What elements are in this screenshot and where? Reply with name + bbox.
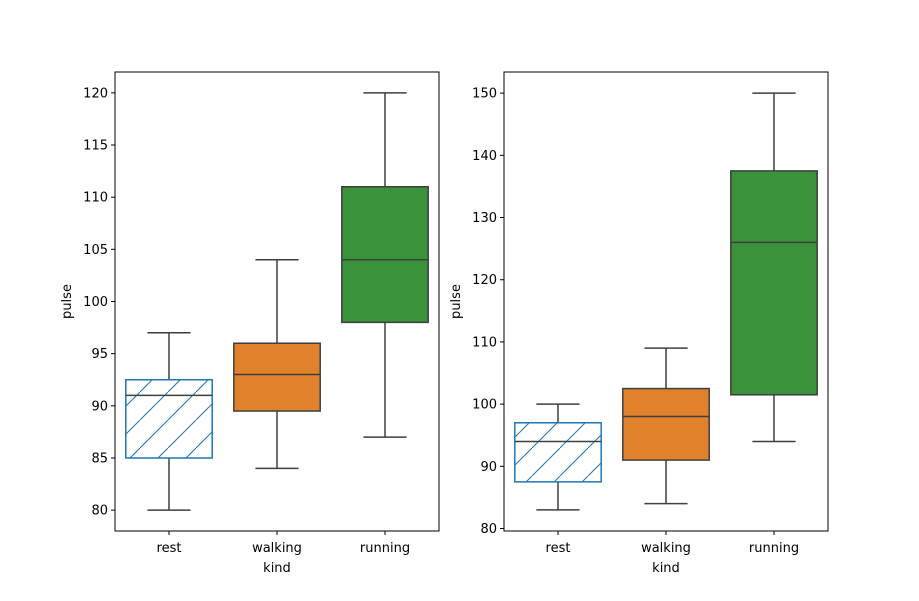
y-tick-label: 90 <box>480 460 497 475</box>
left-boxplot-panel: 80 85 90 95 100 105 110 115 120 rest walking runnin… <box>60 71 440 576</box>
y-tick-label: 90 <box>91 399 108 414</box>
x-tick-label: running <box>749 541 799 556</box>
y-tick-label: 100 <box>472 398 497 413</box>
y-tick-label: 100 <box>83 295 108 310</box>
box-body <box>730 170 818 396</box>
x-axis-label: kind <box>263 561 291 576</box>
box-rest <box>514 403 602 511</box>
box-running <box>730 92 818 443</box>
box-body <box>233 342 321 412</box>
box-running <box>341 92 429 438</box>
box-body <box>125 378 213 459</box>
y-tick-label: 95 <box>91 347 108 362</box>
box-body <box>341 186 429 324</box>
y-tick-label: 80 <box>480 522 497 537</box>
y-tick-label: 120 <box>83 86 108 101</box>
y-tick-label: 80 <box>91 504 108 519</box>
right-boxplot-panel: 80 90 100 110 120 130 140 150 rest walking running… <box>449 71 829 576</box>
box-rest <box>125 332 213 511</box>
y-axis-label: pulse <box>60 284 75 319</box>
y-tick-label: 140 <box>472 149 497 164</box>
axes-frame <box>503 71 829 532</box>
x-axis-label: kind <box>652 561 680 576</box>
x-tick-label: walking <box>641 541 691 556</box>
y-tick-label: 115 <box>83 139 108 154</box>
axes-frame <box>114 71 440 532</box>
y-tick-label: 85 <box>91 451 108 466</box>
box-walking <box>622 347 710 505</box>
y-tick-label: 110 <box>83 191 108 206</box>
box-body <box>622 387 710 461</box>
y-tick-label: 150 <box>472 87 497 102</box>
y-tick-label: 105 <box>83 243 108 258</box>
box-walking <box>233 259 321 470</box>
y-tick-label: 120 <box>472 273 497 288</box>
x-tick-label: rest <box>157 541 182 556</box>
box-body <box>514 422 602 483</box>
x-tick-label: walking <box>252 541 302 556</box>
y-tick-label: 110 <box>472 335 497 350</box>
y-tick-label: 130 <box>472 211 497 226</box>
x-tick-label: running <box>360 541 410 556</box>
x-tick-label: rest <box>546 541 571 556</box>
y-axis-label: pulse <box>449 284 464 319</box>
